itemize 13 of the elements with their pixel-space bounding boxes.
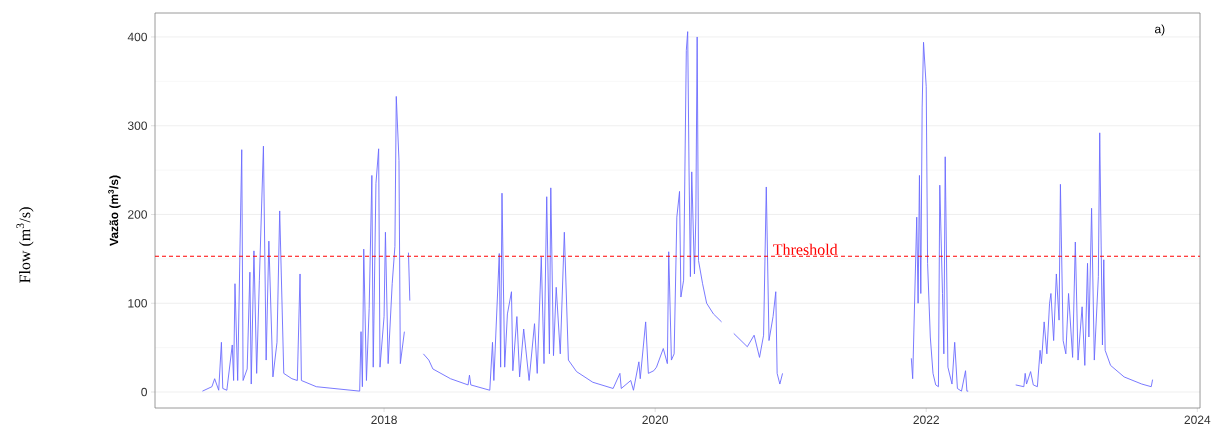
x-tick-label: 2024 — [1184, 415, 1211, 425]
y-axis-title: Vazão (m$^{3}$/s) — [108, 175, 121, 246]
y-tick-label: 300 — [127, 121, 148, 130]
ref-line-label: Threshold — [773, 243, 838, 256]
text: Flow (m$^{3}$/s) — [16, 207, 34, 283]
x-tick-label: 2022 — [913, 415, 939, 425]
y-tick-label: 200 — [128, 210, 148, 219]
annotation: a) — [1154, 24, 1165, 36]
y-tick-label: 100 — [128, 299, 148, 308]
x-tick-label: 2018 — [371, 415, 397, 425]
y-tick-label: 0 — [141, 387, 148, 397]
x-tick-label: 2020 — [642, 415, 669, 425]
y-tick-label: 400 — [127, 32, 148, 42]
